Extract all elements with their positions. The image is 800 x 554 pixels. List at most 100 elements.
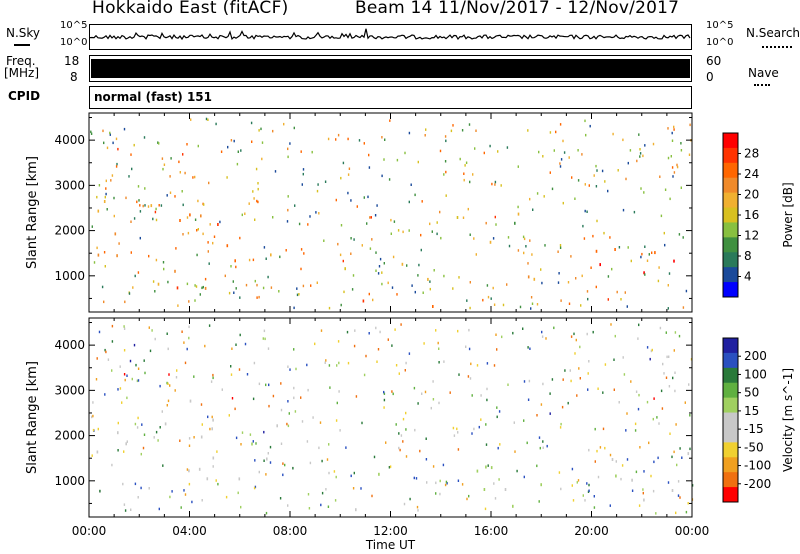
data-cell bbox=[573, 332, 575, 336]
data-cell bbox=[250, 121, 253, 125]
data-cell bbox=[106, 146, 109, 150]
data-cell bbox=[457, 431, 459, 434]
data-cell bbox=[92, 414, 94, 418]
data-cell bbox=[623, 373, 626, 376]
data-cell bbox=[207, 118, 209, 121]
data-cell bbox=[405, 361, 407, 365]
data-cell bbox=[585, 133, 587, 137]
data-cell bbox=[254, 459, 256, 462]
data-cell bbox=[301, 183, 303, 186]
data-cell bbox=[137, 271, 140, 274]
data-cell bbox=[444, 483, 447, 487]
data-cell bbox=[184, 361, 187, 365]
nave-label: Nave bbox=[748, 66, 779, 80]
data-cell bbox=[378, 265, 381, 268]
data-cell bbox=[154, 290, 156, 293]
data-cell bbox=[353, 238, 355, 241]
data-cell bbox=[125, 196, 127, 200]
data-cell bbox=[174, 195, 176, 198]
data-cell bbox=[643, 191, 645, 194]
data-cell bbox=[90, 132, 93, 135]
data-cell bbox=[465, 345, 467, 348]
nsearch-dots bbox=[762, 46, 792, 48]
data-cell bbox=[193, 436, 195, 439]
data-cell bbox=[593, 495, 595, 498]
data-cell bbox=[571, 467, 574, 471]
data-cell bbox=[188, 482, 191, 486]
data-cell bbox=[338, 390, 340, 393]
data-cell bbox=[375, 251, 377, 254]
data-cell bbox=[638, 133, 640, 136]
data-cell bbox=[581, 153, 583, 156]
data-cell bbox=[664, 243, 666, 247]
nave-dots bbox=[754, 84, 770, 86]
data-cell bbox=[238, 477, 241, 481]
data-cell bbox=[262, 337, 264, 340]
data-cell bbox=[211, 415, 213, 419]
data-cell bbox=[353, 344, 356, 348]
data-cell bbox=[560, 422, 562, 426]
data-cell bbox=[558, 471, 561, 474]
data-cell bbox=[630, 380, 632, 383]
data-cell bbox=[574, 352, 576, 355]
data-cell bbox=[244, 212, 246, 215]
data-cell bbox=[152, 217, 154, 221]
data-cell bbox=[446, 482, 448, 485]
data-cell bbox=[609, 236, 611, 239]
data-cell bbox=[519, 305, 522, 309]
data-cell bbox=[390, 218, 392, 222]
data-cell bbox=[337, 340, 340, 343]
data-cell bbox=[635, 390, 638, 393]
colorbar-tick-label: 12 bbox=[744, 229, 759, 243]
data-cell bbox=[614, 248, 616, 251]
data-cell bbox=[577, 479, 580, 482]
data-cell bbox=[130, 508, 132, 511]
data-cell bbox=[485, 423, 487, 426]
data-cell bbox=[377, 348, 380, 351]
data-cell bbox=[607, 275, 610, 278]
data-cell bbox=[626, 305, 628, 308]
data-cell bbox=[658, 266, 660, 269]
data-cell bbox=[450, 129, 453, 133]
colorbar-segment bbox=[723, 397, 738, 414]
data-cell bbox=[103, 141, 105, 145]
data-cell bbox=[529, 239, 531, 242]
data-cell bbox=[536, 303, 539, 306]
colorbar-frame bbox=[722, 132, 739, 298]
data-cell bbox=[171, 490, 173, 493]
data-cell bbox=[466, 497, 468, 501]
data-cell bbox=[637, 337, 639, 340]
data-cell bbox=[143, 136, 146, 139]
data-cell bbox=[671, 455, 673, 459]
data-cell bbox=[676, 165, 679, 169]
data-cell bbox=[383, 392, 386, 395]
data-cell bbox=[671, 131, 673, 135]
data-cell bbox=[230, 265, 232, 268]
data-cell bbox=[178, 160, 180, 164]
data-cell bbox=[210, 380, 213, 383]
data-cell bbox=[492, 286, 494, 290]
data-cell bbox=[177, 304, 179, 307]
data-cell bbox=[303, 252, 305, 255]
data-cell bbox=[676, 163, 678, 167]
data-cell bbox=[113, 196, 115, 200]
data-cell bbox=[468, 123, 471, 126]
data-cell bbox=[667, 127, 669, 130]
data-cell bbox=[467, 375, 470, 378]
data-cell bbox=[352, 487, 355, 490]
data-cell bbox=[194, 218, 197, 221]
data-cell bbox=[551, 378, 554, 381]
data-cell bbox=[163, 267, 165, 271]
data-cell bbox=[325, 359, 327, 362]
data-cell bbox=[188, 469, 190, 473]
data-cell bbox=[181, 190, 183, 193]
data-cell bbox=[654, 251, 656, 255]
data-cell bbox=[231, 397, 234, 400]
data-cell bbox=[270, 253, 272, 257]
data-cell bbox=[375, 269, 377, 272]
beam-date-title: Beam 14 11/Nov/2017 - 12/Nov/2017 bbox=[355, 0, 680, 18]
data-cell bbox=[360, 487, 362, 490]
data-cell bbox=[410, 183, 412, 186]
data-cell bbox=[620, 298, 622, 301]
data-cell bbox=[418, 263, 420, 267]
